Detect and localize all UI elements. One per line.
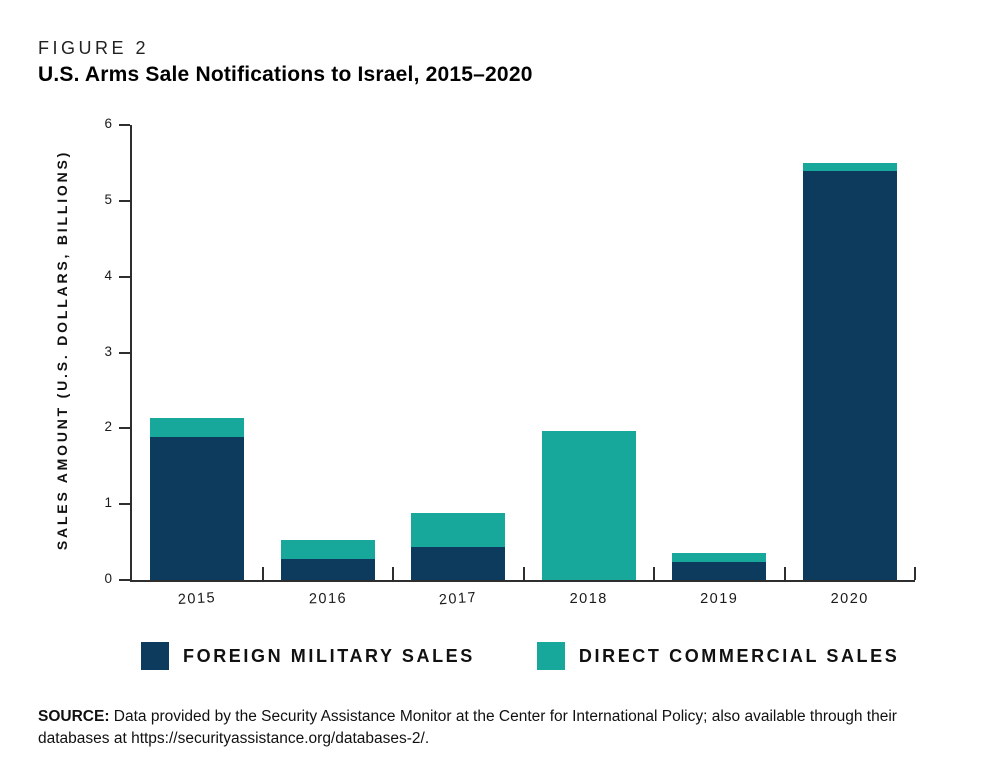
bar-2016-fms [280,558,375,580]
x-axis-label-2016: 2016 [308,590,348,608]
bar-2019-fms [672,561,767,580]
y-axis-tick-4 [119,275,130,278]
y-axis-tick-label-4: 4 [104,267,112,283]
source-text: Data provided by the Security Assistance… [38,708,897,747]
x-axis-label-2018: 2018 [569,591,608,607]
direct-commercial-sales-swatch-icon [536,642,565,670]
y-axis-tick-label-5: 5 [104,191,112,207]
source-note: SOURCE: Data provided by the Security As… [38,706,963,750]
x-axis-tick-2 [392,567,394,580]
y-axis-tick-label-6: 6 [104,116,112,131]
legend-label-foreign-military-sales: FOREIGN MILITARY SALES [183,645,475,666]
legend-label-direct-commercial-sales: DIRECT COMMERCIAL SALES [578,645,900,666]
figure-label: FIGURE 2 [38,38,150,58]
y-axis-tick-label-3: 3 [104,343,112,359]
y-axis-label: SALES AMOUNT (U.S. DOLLARS, BILLIONS) [54,149,70,551]
x-axis-label-2019: 2019 [700,591,739,607]
bar-2018-dcs [541,430,636,580]
bar-2019-dcs [672,553,767,562]
bar-2020-dcs [802,162,897,171]
bar-2017-dcs [411,513,506,548]
legend-item-direct-commercial-sales: DIRECT COMMERCIAL SALES [536,642,900,670]
y-axis-tick-3 [119,351,130,354]
legend: FOREIGN MILITARY SALES DIRECT COMMERCIAL… [141,642,899,670]
y-axis-tick-5 [119,199,130,202]
x-axis-tick-6 [914,567,916,580]
bar-2016-dcs [280,539,375,559]
y-axis-tick-label-1: 1 [104,495,112,511]
x-axis-tick-1 [261,567,264,580]
x-axis-tick-3 [522,567,525,580]
source-label: SOURCE: [38,708,110,725]
bar-2020-fms [802,170,897,580]
bar-2015-fms [150,437,245,580]
x-axis-label-2015: 2015 [177,590,217,608]
x-axis-label-2020: 2020 [830,591,869,607]
bar-2015-dcs [150,417,245,438]
y-axis-tick-6 [119,124,130,126]
chart-title: U.S. Arms Sale Notifications to Israel, … [38,63,533,86]
x-axis-label-2017: 2017 [438,589,478,609]
y-axis-tick-0 [119,579,130,581]
foreign-military-sales-swatch-icon [141,642,169,670]
x-axis-tick-4 [653,567,655,580]
y-axis-tick-label-0: 0 [104,571,112,586]
y-axis-tick-2 [119,427,130,430]
bar-2017-fms [411,547,506,580]
legend-item-foreign-military-sales: FOREIGN MILITARY SALES [141,642,475,670]
y-axis-tick-label-2: 2 [104,419,112,435]
plot-area: 0 1 2 3 4 5 6 2015 2016 2017 2018 2019 2020 [104,116,916,608]
x-axis-tick-5 [783,567,786,580]
y-axis-tick-1 [119,503,130,506]
